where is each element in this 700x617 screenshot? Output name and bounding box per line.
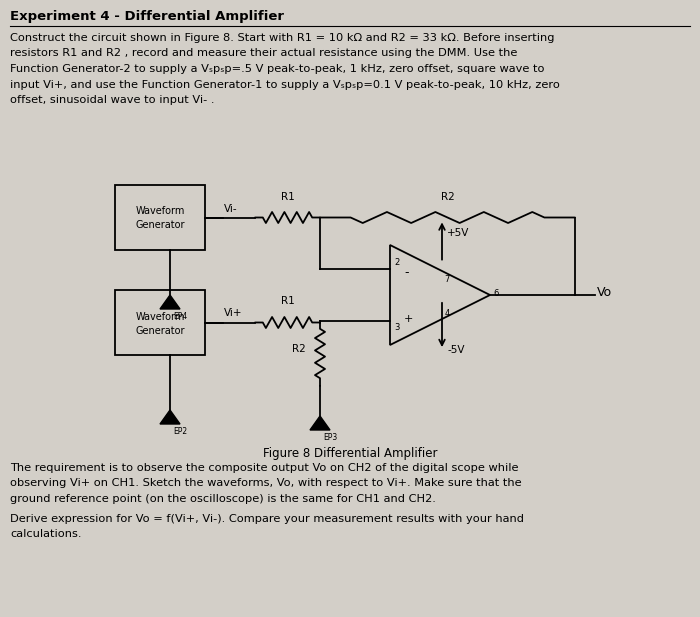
Text: observing Vi+ on CH1. Sketch the waveforms, Vo, with respect to Vi+. Make sure t: observing Vi+ on CH1. Sketch the wavefor… [10, 479, 522, 489]
Text: Vi+: Vi+ [224, 308, 242, 318]
Text: Figure 8 Differential Amplifier: Figure 8 Differential Amplifier [262, 447, 438, 460]
Text: R1: R1 [281, 191, 295, 202]
Text: R1: R1 [281, 297, 295, 307]
Text: +5V: +5V [447, 228, 470, 238]
Text: The requirement is to observe the composite output Vo on CH2 of the digital scop: The requirement is to observe the compos… [10, 463, 519, 473]
Text: Vi-: Vi- [224, 204, 237, 213]
Text: 7: 7 [444, 275, 449, 283]
Text: Construct the circuit shown in Figure 8. Start with R1 = 10 kΩ and R2 = 33 kΩ. B: Construct the circuit shown in Figure 8.… [10, 33, 554, 43]
Text: resistors R1 and R2 , record and measure their actual resistance using the DMM. : resistors R1 and R2 , record and measure… [10, 49, 517, 59]
Text: ground reference point (on the oscilloscope) is the same for CH1 and CH2.: ground reference point (on the oscillosc… [10, 494, 436, 504]
Text: 4: 4 [444, 308, 449, 318]
Text: Waveform: Waveform [135, 312, 185, 321]
Bar [115, 290, 205, 355]
Text: Generator: Generator [135, 220, 185, 231]
Text: 6: 6 [493, 289, 498, 297]
Text: Vo: Vo [597, 286, 612, 299]
Text: Generator: Generator [135, 326, 185, 336]
Text: EP3: EP3 [323, 433, 337, 442]
Text: calculations.: calculations. [10, 529, 81, 539]
Text: input Vi+, and use the Function Generator-1 to supply a Vₛpₛp=0.1 V peak-to-peak: input Vi+, and use the Function Generato… [10, 80, 560, 89]
Bar [115, 185, 205, 250]
Text: -5V: -5V [447, 345, 465, 355]
Text: 2: 2 [394, 258, 399, 267]
Text: R2: R2 [440, 191, 454, 202]
Text: Waveform: Waveform [135, 207, 185, 217]
Text: Derive expression for Vo = f(Vi+, Vi-). Compare your measurement results with yo: Derive expression for Vo = f(Vi+, Vi-). … [10, 513, 524, 523]
Text: 3: 3 [394, 323, 400, 332]
Text: Experiment 4 - Differential Amplifier: Experiment 4 - Differential Amplifier [10, 10, 284, 23]
Text: EP2: EP2 [173, 427, 187, 436]
Text: R2: R2 [292, 344, 306, 354]
Polygon shape [160, 295, 180, 309]
Polygon shape [310, 416, 330, 430]
Text: Function Generator-2 to supply a Vₛpₛp=.5 V peak-to-peak, 1 kHz, zero offset, sq: Function Generator-2 to supply a Vₛpₛp=.… [10, 64, 545, 74]
Text: EP4: EP4 [173, 312, 188, 321]
Polygon shape [160, 410, 180, 424]
Text: -: - [404, 267, 409, 280]
Text: +: + [404, 314, 414, 324]
Text: offset, sinusoidal wave to input Vi- .: offset, sinusoidal wave to input Vi- . [10, 95, 214, 105]
